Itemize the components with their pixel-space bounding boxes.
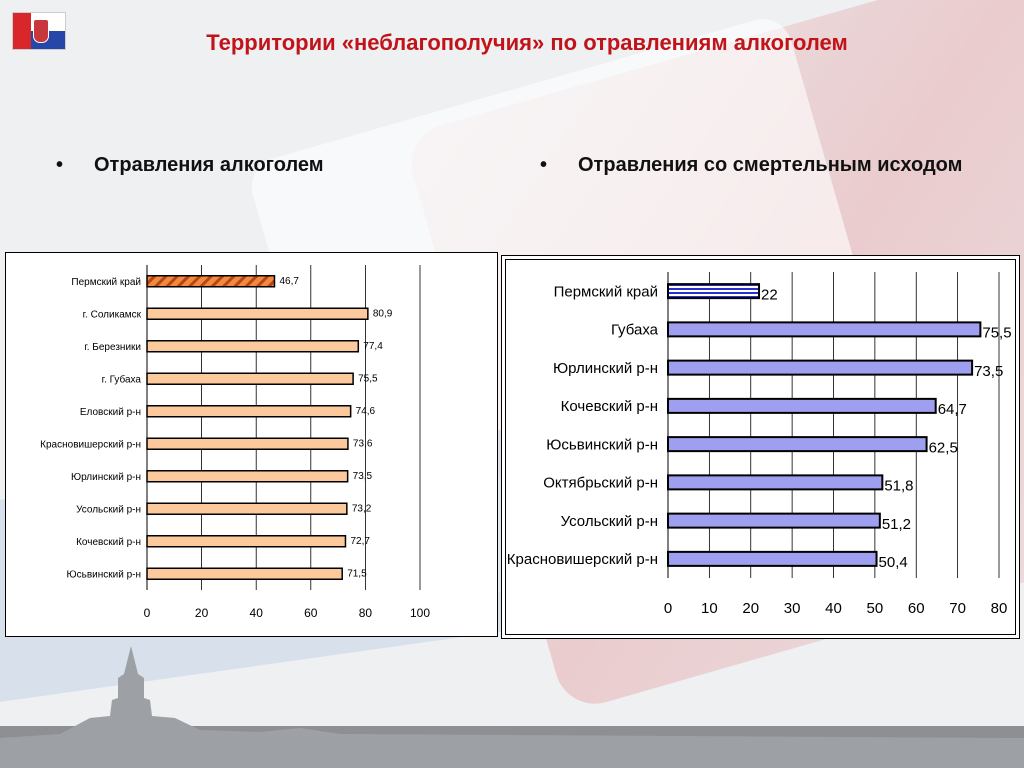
chart-left-category-label: Красновишерский р-н (40, 439, 141, 450)
chart-left-category-label: г. Березники (84, 342, 141, 353)
chart-right-category-label: Юрлинский р-н (553, 360, 658, 377)
chart-right-value-label: 51,2 (882, 516, 911, 533)
chart-right-bar (667, 550, 878, 567)
chart-left-value-label: 75,5 (358, 373, 378, 384)
chart-right-bar (667, 321, 982, 338)
chart-right-category-label: Красновишерский р-н (507, 551, 658, 568)
chart-left-bar (146, 470, 349, 483)
chart-left-value-label: 80,9 (373, 308, 393, 319)
chart-right-category-label: Юсьвинский р-н (546, 436, 658, 453)
bullet-left: • Отравления алкоголем (56, 150, 456, 180)
chart-right-x-tick-label: 40 (825, 600, 842, 617)
chart-left-category-label: Пермский край (71, 277, 141, 288)
chart-left-value-label: 72,7 (350, 536, 370, 547)
chart-left-category-label: Юсьвинский р-н (67, 569, 141, 580)
chart-right-x-tick-label: 20 (742, 600, 759, 617)
chart-right-value-label: 73,5 (974, 363, 1003, 380)
chart-right-value-label: 64,7 (938, 401, 967, 418)
chart-left-value-label: 74,6 (356, 406, 376, 417)
bullet-dot: • (56, 154, 64, 176)
chart-right-category-label: Губаха (611, 322, 659, 339)
chart-right-x-tick-label: 60 (908, 600, 925, 617)
chart-right-bar (667, 436, 928, 453)
chart-left-category-label: Усольский р-н (76, 504, 141, 515)
chart-right-x-tick-label: 10 (701, 600, 718, 617)
chart-right-bar (667, 512, 881, 529)
chart-right-value-label: 22 (761, 286, 778, 303)
chart-right-x-tick-label: 70 (949, 600, 966, 617)
chart-left-value-label: 46,7 (279, 276, 299, 287)
chart-left-value-label: 73,6 (353, 438, 373, 449)
chart-left-value-label: 73,5 (353, 471, 373, 482)
chart-right-category-label: Октябрьский р-н (543, 475, 658, 492)
chart-right-bar (667, 474, 884, 491)
chart-right-value-label: 51,8 (884, 478, 913, 495)
bullet-left-text: Отравления алкоголем (94, 154, 324, 176)
chart-left-category-label: Кочевский р-н (76, 537, 141, 548)
perm-flag-logo-icon (12, 12, 66, 50)
chart-right-category-label: Пермский край (554, 283, 658, 300)
chart-left-bar (146, 275, 276, 288)
chart-right-x-tick-label: 0 (664, 600, 672, 617)
chart-left-bar (146, 372, 354, 385)
chart-right-x-tick-label: 80 (991, 600, 1008, 617)
chart-left-x-tick-label: 20 (195, 606, 209, 620)
chart-right-value-label: 62,5 (929, 439, 958, 456)
chart-fatal-poisoning: 0 10 20 30 40 50 60 70 80 Пермский край 22 Губаха 75… (501, 255, 1020, 639)
chart-right-x-tick-label: 30 (784, 600, 801, 617)
chart-right-value-label: 50,4 (879, 554, 908, 571)
bullet-right-text: Отравления со смертельным исходом (578, 154, 963, 176)
chart-alcohol-poisoning: 0 20 40 60 80 100 Пермский край 46,7 г. Соликамс… (5, 252, 498, 637)
chart-right-x-tick-label: 50 (867, 600, 884, 617)
chart-left-bar (146, 405, 352, 418)
chart-left-category-label: Юрлинский р-н (71, 472, 141, 483)
chart-fatal-poisoning-svg: 0 10 20 30 40 50 60 70 80 Пермский край 22 Губаха 75… (507, 272, 1012, 617)
bullet-right: • Отравления со смертельным исходом (540, 150, 980, 180)
chart-right-bar (667, 283, 761, 300)
chart-right-category-label: Кочевский р-н (561, 398, 658, 415)
chart-right-category-label: Усольский р-н (561, 513, 658, 530)
chart-left-x-tick-label: 100 (410, 606, 430, 620)
chart-left-value-label: 77,4 (363, 341, 383, 352)
chart-left-category-label: г. Соликамск (83, 309, 142, 320)
chart-right-value-label: 75,5 (982, 325, 1011, 342)
chart-left-x-tick-label: 40 (250, 606, 264, 620)
bullet-dot: • (540, 154, 548, 176)
chart-right-bar (667, 397, 937, 414)
chart-left-bar (146, 535, 347, 548)
chart-left-bar (146, 340, 360, 353)
chart-left-x-tick-label: 0 (144, 606, 151, 620)
chart-left-x-tick-label: 60 (304, 606, 318, 620)
chart-left-bar (146, 567, 343, 580)
chart-left-bar (146, 502, 348, 515)
chart-left-category-label: г. Губаха (102, 373, 142, 385)
chart-left-value-label: 71,5 (347, 568, 367, 579)
background-skyline (0, 646, 1024, 768)
chart-left-bar (146, 307, 369, 320)
page-title: Территории «неблагополучия» по отравлени… (206, 30, 848, 55)
chart-alcohol-poisoning-svg: 0 20 40 60 80 100 Пермский край 46,7 г. Соликамс… (40, 265, 430, 620)
chart-left-value-label: 73,2 (352, 503, 372, 514)
chart-left-bar (146, 437, 349, 450)
chart-right-bar (667, 359, 974, 376)
chart-left-category-label: Еловский р-н (80, 407, 141, 418)
chart-left-x-tick-label: 80 (359, 606, 373, 620)
chart-fatal-inner-frame (505, 259, 1016, 635)
